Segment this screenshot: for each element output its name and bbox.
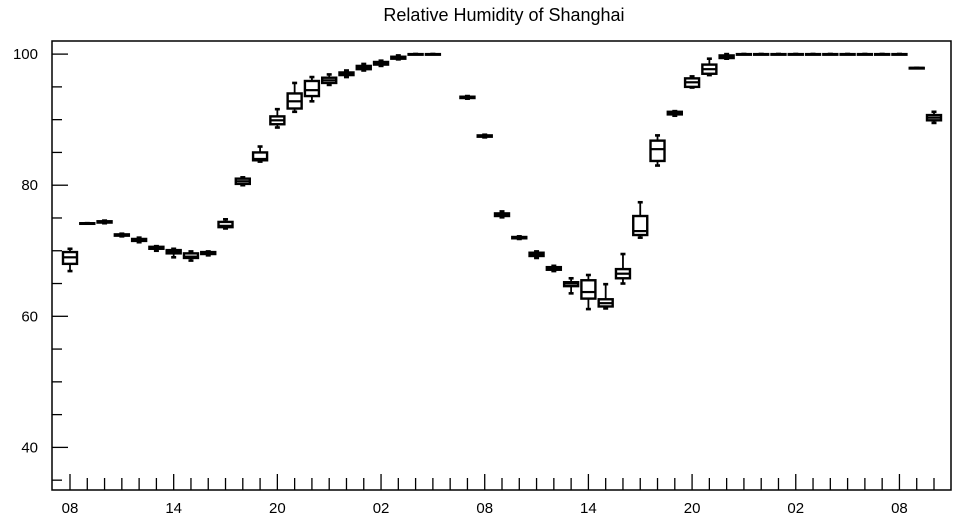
chart-title: Relative Humidity of Shanghai	[383, 5, 624, 25]
box-plot	[493, 210, 511, 219]
y-tick-label: 40	[21, 439, 38, 456]
box-plot	[321, 73, 338, 87]
box-plot	[718, 52, 735, 60]
box-plot	[251, 145, 269, 163]
box-plot	[701, 57, 718, 77]
x-tick-label: 08	[476, 500, 493, 517]
y-tick-label: 80	[21, 177, 38, 194]
x-tick-label: 08	[891, 500, 908, 517]
box-plot	[113, 232, 131, 238]
box-plot	[286, 81, 303, 114]
box-plot	[839, 52, 856, 56]
box-plot	[804, 52, 822, 56]
x-tick-label: 08	[62, 500, 79, 517]
box-plot	[649, 134, 666, 167]
x-tick-label: 02	[787, 500, 804, 517]
box-plot	[476, 133, 493, 139]
box-plot	[407, 52, 424, 56]
box-iqr	[217, 220, 234, 229]
y-tick-label: 100	[13, 46, 38, 63]
box-plot	[459, 94, 476, 100]
x-axis: 08 14 20 02 08 14 20 02 08	[62, 474, 935, 517]
box-plot	[148, 244, 165, 253]
box-plot	[130, 236, 148, 244]
box-iqr	[251, 151, 269, 162]
y-tick-label: 60	[21, 308, 38, 325]
box-plot	[200, 250, 217, 257]
plot-frame	[51, 40, 952, 491]
box-plot	[303, 75, 321, 103]
box-plot	[182, 250, 200, 262]
x-tick-label: 20	[684, 500, 701, 517]
box-plot	[873, 52, 891, 56]
box-plot	[234, 176, 252, 187]
box-plot	[580, 273, 597, 311]
box-plot	[683, 75, 701, 89]
x-tick-label: 14	[580, 500, 597, 517]
box-plot	[511, 235, 528, 241]
box-series	[61, 52, 943, 311]
y-axis: 40 60 80 100	[13, 46, 68, 481]
box-plot	[338, 69, 355, 79]
box-iqr	[303, 79, 321, 98]
box-plot	[753, 52, 770, 56]
x-tick-label: 14	[165, 500, 182, 517]
box-plot	[925, 110, 943, 125]
box-plot	[355, 62, 372, 72]
x-tick-label: 02	[373, 500, 390, 517]
box-plot	[787, 52, 804, 56]
box-plot	[165, 247, 182, 259]
box-plot	[390, 54, 407, 61]
box-plot	[61, 247, 79, 273]
box-plot	[908, 66, 925, 70]
box-plot	[545, 264, 563, 273]
box-plot	[217, 217, 234, 230]
box-plot	[597, 282, 614, 310]
box-plot	[735, 52, 753, 56]
box-plot	[79, 221, 96, 226]
box-plot	[562, 276, 580, 295]
box-iqr	[649, 139, 666, 163]
box-iqr	[580, 279, 597, 300]
box-plot	[891, 52, 908, 56]
box-plot	[666, 109, 683, 118]
box-plot	[822, 52, 839, 56]
box-plot	[632, 200, 649, 239]
x-tick-label: 20	[269, 500, 286, 517]
box-plot	[96, 219, 113, 225]
box-plot	[372, 59, 390, 68]
box-plot	[614, 252, 632, 285]
box-plot	[528, 250, 545, 260]
box-plot	[424, 52, 442, 56]
box-plot	[269, 107, 286, 129]
box-plot	[856, 52, 874, 56]
box-plot	[770, 52, 787, 56]
